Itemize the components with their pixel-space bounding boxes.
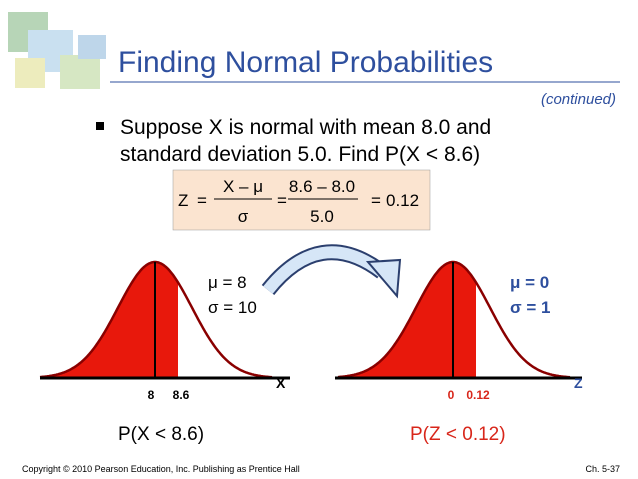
axis-label: X	[276, 375, 286, 391]
bullet-line: Suppose X is normal with mean 8.0 and	[120, 116, 491, 139]
caption: P(Z < 0.12)	[410, 424, 506, 445]
formula-box: Z = X – μ σ = 8.6 – 8.0 5.0 = 0.12	[172, 169, 431, 231]
x-tick-label: 0.12	[466, 388, 490, 402]
bullet-line: standard deviation 5.0. Find P(X < 8.6)	[120, 143, 480, 166]
x-tick-label: 8.6	[173, 388, 190, 402]
shaded-area	[40, 262, 178, 378]
formula-denominator: σ	[238, 207, 249, 226]
arrow	[261, 244, 402, 299]
page-number: Ch. 5-37	[585, 464, 620, 474]
formula-eq: =	[371, 191, 381, 210]
formula-result: 0.12	[386, 191, 419, 210]
subtitle: (continued)	[541, 91, 616, 108]
x-tick-label: 8	[148, 388, 155, 402]
copyright: Copyright © 2010 Pearson Education, Inc.…	[22, 464, 300, 474]
formula-eq: =	[197, 191, 207, 210]
x-tick-label: 0	[448, 388, 455, 402]
caption: P(X < 8.6)	[118, 424, 204, 445]
sd-label: σ = 10	[208, 298, 257, 317]
bullet-marker	[96, 122, 104, 130]
formula-numerator: X – μ	[223, 177, 263, 196]
mean-label: μ = 8	[208, 273, 247, 292]
formula-denominator: 5.0	[310, 207, 334, 226]
axis-label: Z	[574, 375, 583, 391]
formula-eq: =	[277, 191, 287, 210]
title: Finding Normal Probabilities	[118, 46, 493, 79]
sd-label: σ = 1	[510, 298, 550, 317]
shaded-area	[338, 262, 476, 378]
formula-numerator: 8.6 – 8.0	[289, 177, 355, 196]
decoration	[8, 12, 106, 89]
curves	[39, 260, 582, 380]
formula-lhs: Z	[178, 191, 188, 210]
mean-label: μ = 0	[510, 273, 549, 292]
